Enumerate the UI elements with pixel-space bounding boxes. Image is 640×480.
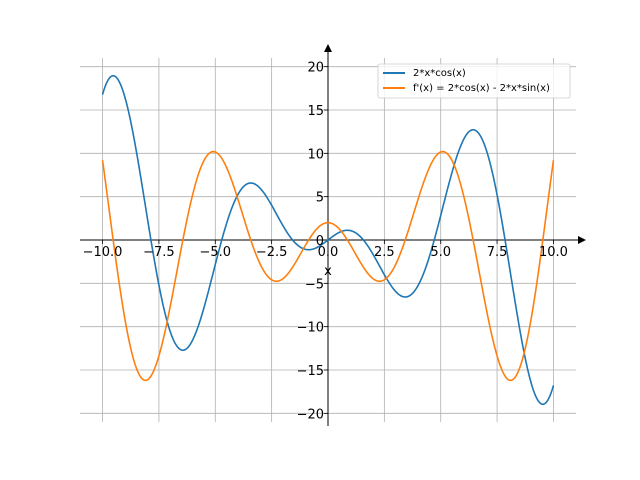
x-tick-label: 0.0 bbox=[318, 245, 339, 260]
y-tick-label: −20 bbox=[297, 407, 324, 422]
series-lines bbox=[101, 74, 555, 406]
y-tick-label: −5 bbox=[305, 277, 324, 292]
x-tick-label: 7.5 bbox=[487, 245, 508, 260]
y-tick-label: 15 bbox=[307, 104, 324, 119]
y-tick-label: 20 bbox=[307, 61, 324, 76]
x-tick-label: −2.5 bbox=[256, 245, 288, 260]
tick-labels: −10.0 −7.5 −5.0 −2.5 0.0 2.5 5.0 7.5 10.0 −20 −15 −… bbox=[83, 61, 568, 423]
legend-box bbox=[377, 63, 571, 99]
series-line-2 bbox=[101, 150, 555, 382]
x-tick-label: 5.0 bbox=[430, 245, 451, 260]
x-tick-label: −10.0 bbox=[83, 245, 123, 260]
x-tick-label: 2.5 bbox=[374, 245, 395, 260]
x-axis-arrow bbox=[578, 236, 586, 244]
legend-label-series-2: f'(x) = 2*cos(x) - 2*x*sin(x) bbox=[413, 83, 550, 94]
x-axis-label: x bbox=[324, 264, 332, 279]
series-line-1 bbox=[101, 74, 555, 406]
x-tick-label: −5.0 bbox=[199, 245, 231, 260]
x-tick-label: 10.0 bbox=[539, 245, 568, 260]
x-tick-label: −7.5 bbox=[143, 245, 175, 260]
y-tick-label: −15 bbox=[297, 364, 324, 379]
axis-spines bbox=[80, 44, 586, 426]
y-tick-label: 0 bbox=[316, 234, 324, 249]
y-tick-label: −10 bbox=[297, 321, 324, 336]
y-tick-label: 5 bbox=[316, 191, 324, 206]
y-tick-label: 10 bbox=[307, 147, 324, 162]
legend-label-series-1: 2*x*cos(x) bbox=[413, 68, 466, 79]
y-axis-arrow bbox=[324, 44, 332, 52]
legend: 2*x*cos(x) f'(x) = 2*cos(x) - 2*x*sin(x) bbox=[377, 63, 571, 99]
